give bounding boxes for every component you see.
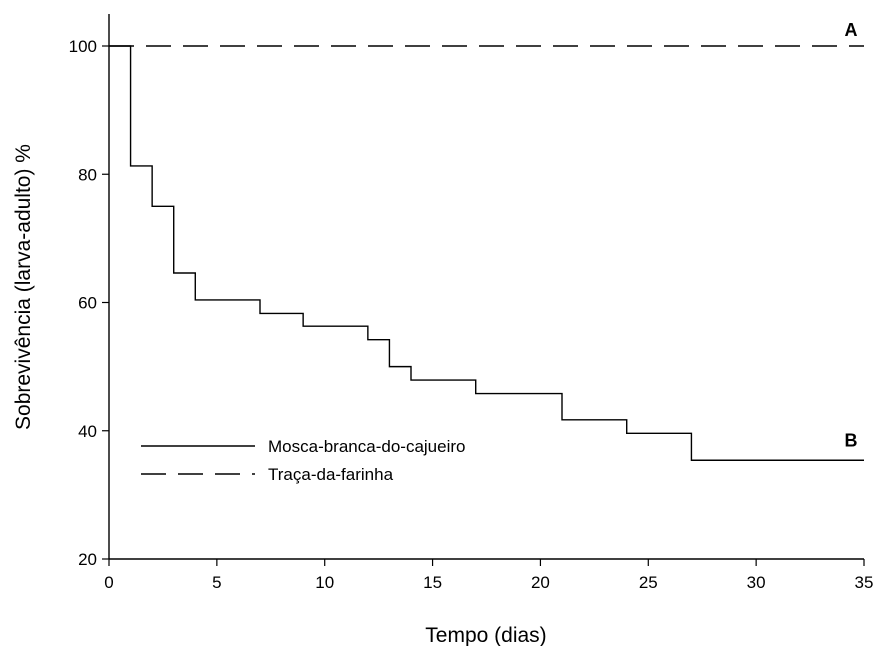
y-tick-label: 80 (78, 165, 97, 184)
x-tick-label: 0 (104, 573, 113, 592)
y-tick-label: 100 (69, 37, 97, 56)
annotation-label-1: A (845, 20, 858, 40)
annotations: AB (845, 20, 858, 450)
y-axis-title: Sobrevivência (larva-adulto) % (12, 144, 35, 430)
y-tick-label: 60 (78, 294, 97, 313)
legend-label-series-2: Traça-da-farinha (268, 465, 394, 484)
legend: Mosca-branca-do-cajueiro Traça-da-farinh… (141, 437, 465, 484)
y-axis-ticks: 20 40 60 80 100 (69, 37, 109, 569)
axes (108, 13, 864, 560)
x-tick-label: 10 (315, 573, 334, 592)
x-tick-label: 5 (212, 573, 221, 592)
x-axis-ticks: 0 5 10 15 20 25 30 35 (104, 559, 873, 592)
annotation-label-2: B (845, 430, 858, 450)
series-layer (109, 45, 864, 461)
x-tick-label: 30 (747, 573, 766, 592)
y-tick-label: 40 (78, 422, 97, 441)
x-tick-label: 20 (531, 573, 550, 592)
x-tick-label: 35 (855, 573, 874, 592)
x-axis-title: Tempo (dias) (425, 624, 546, 646)
x-tick-label: 15 (423, 573, 442, 592)
y-tick-label: 20 (78, 550, 97, 569)
series-line-1 (109, 45, 864, 461)
legend-label-series-1: Mosca-branca-do-cajueiro (268, 437, 465, 456)
x-tick-label: 25 (639, 573, 658, 592)
